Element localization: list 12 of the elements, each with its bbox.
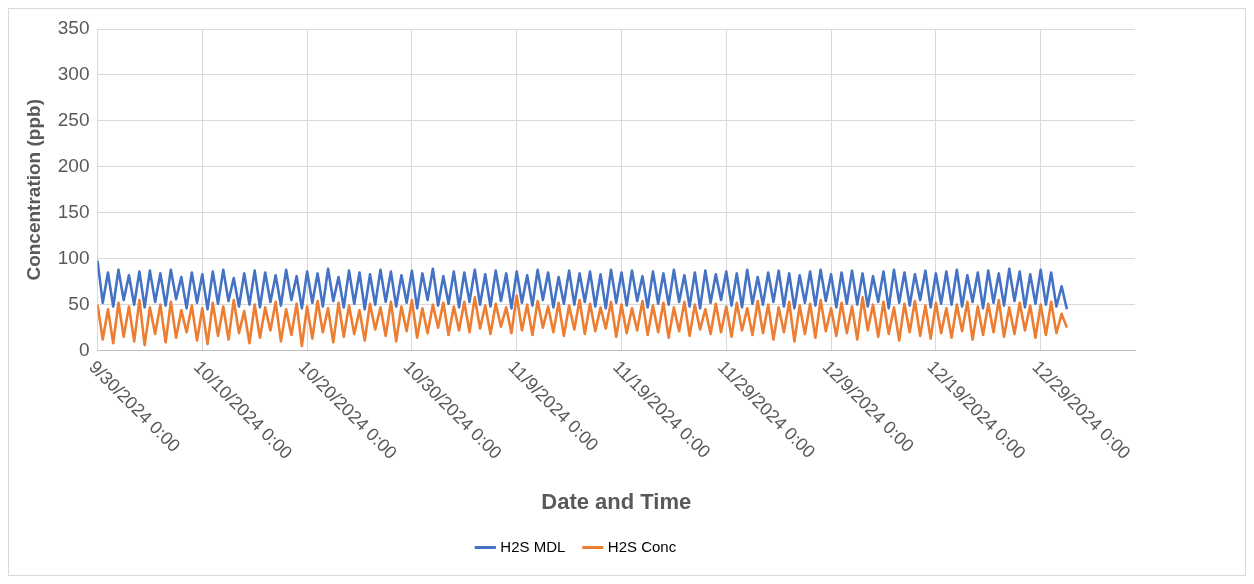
y-tick-label: 150	[57, 201, 90, 223]
y-tick-label: 350	[57, 17, 90, 39]
y-tick-label: 0	[78, 338, 90, 360]
legend-label: H2S MDL	[500, 537, 566, 555]
y-tick-label: 300	[57, 63, 90, 85]
y-axis-title: Concentration (ppb)	[22, 99, 44, 281]
y-tick-label: 200	[57, 155, 90, 177]
y-tick-label: 50	[68, 292, 90, 314]
x-axis-title: Date and Time	[541, 488, 692, 514]
y-tick-label: 250	[57, 109, 90, 131]
y-tick-label: 100	[57, 246, 90, 268]
legend-label: H2S Conc	[607, 537, 677, 555]
